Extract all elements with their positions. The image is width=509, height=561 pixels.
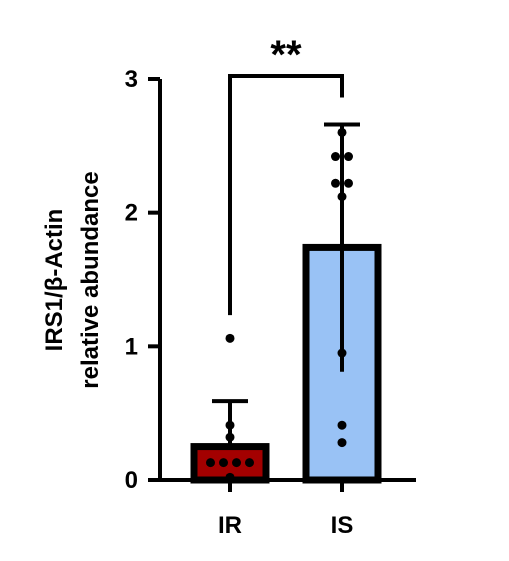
- y-axis-label-line-1: IRS1/β-Actin: [41, 209, 68, 352]
- data-point-ir: [206, 458, 215, 468]
- x-tick-label-ir: IR: [218, 512, 242, 539]
- significance-bracket: [228, 74, 344, 316]
- data-point-is: [331, 152, 340, 162]
- data-point-is: [337, 420, 347, 430]
- y-tick-label-1: 1: [125, 333, 138, 360]
- bars: [190, 243, 382, 484]
- significance-annotation: **: [228, 33, 344, 316]
- data-point-ir: [245, 458, 254, 468]
- error-bars: [212, 122, 360, 447]
- data-point-is: [344, 152, 353, 162]
- axes: [158, 79, 416, 482]
- data-point-ir: [219, 458, 228, 468]
- y-tick-label-2: 2: [125, 200, 138, 227]
- y-axis-ticks: 0 1 2 3: [125, 66, 160, 494]
- significance-label: **: [270, 33, 302, 77]
- y-axis-label: IRS1/β-Actin relative abundance: [41, 171, 104, 388]
- data-point-ir: [225, 333, 235, 343]
- data-point-ir: [232, 458, 241, 468]
- data-point-is: [331, 178, 340, 188]
- data-point-is: [337, 438, 347, 448]
- data-point-is: [344, 178, 353, 188]
- y-tick-label-0: 0: [125, 467, 138, 494]
- y-axis-label-line-2: relative abundance: [77, 171, 104, 388]
- y-tick-label-3: 3: [125, 66, 138, 93]
- x-tick-label-is: IS: [331, 512, 354, 539]
- x-axis-categories: IR IS: [218, 480, 353, 539]
